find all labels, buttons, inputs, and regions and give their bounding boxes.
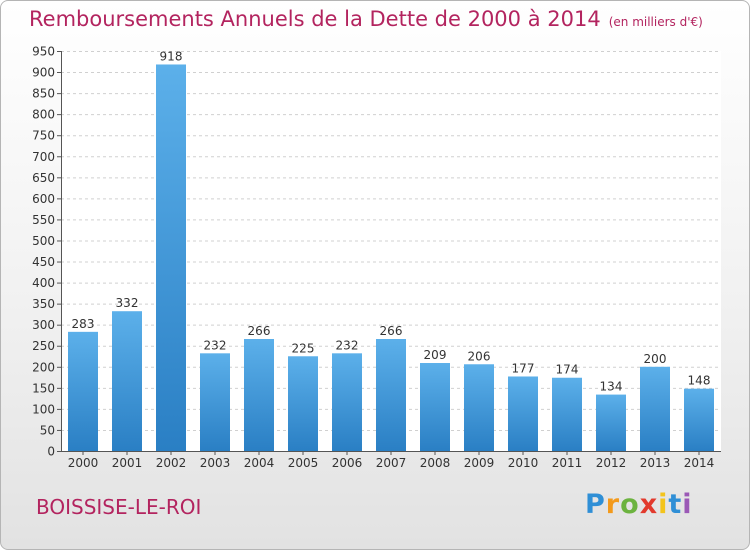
bar-2008: [420, 363, 450, 451]
bar-2001: [112, 311, 142, 451]
y-tick-label: 900: [32, 66, 55, 80]
x-tick-label: 2010: [508, 456, 539, 470]
x-tick-label: 2011: [552, 456, 583, 470]
bar-2012: [596, 394, 626, 451]
y-tick-label: 550: [32, 213, 55, 227]
y-tick-label: 0: [47, 445, 55, 459]
bar-value-label: 209: [424, 348, 447, 362]
y-tick-label: 250: [32, 339, 55, 353]
bar-value-label: 918: [160, 49, 183, 63]
x-tick-label: 2002: [156, 456, 187, 470]
y-tick-label: 600: [32, 192, 55, 206]
y-tick-label: 700: [32, 150, 55, 164]
y-tick-label: 950: [32, 45, 55, 59]
bar-value-label: 225: [292, 341, 315, 355]
x-tick-label: 2008: [420, 456, 451, 470]
bar-2006: [332, 353, 362, 451]
bars: 283 332 918 232 266 225 232 266 209 206 177 174 134 2…: [68, 49, 714, 451]
bar-2011: [552, 377, 582, 451]
y-tick-label: 300: [32, 318, 55, 332]
bar-value-label: 232: [336, 338, 359, 352]
y-tick-label: 350: [32, 297, 55, 311]
bar-2000: [68, 331, 98, 451]
bar-2009: [464, 364, 494, 451]
y-axis: 0 50 100 150 200 250 300 350 400 450 500 550 600 650 7…: [32, 45, 62, 459]
x-tick-label: 2012: [596, 456, 627, 470]
x-axis: 2000 2001 2002 2003 2004 2005 2006 2007 2008 2009…: [61, 451, 721, 470]
y-tick-label: 150: [32, 381, 55, 395]
x-tick-label: 2006: [332, 456, 363, 470]
bar-2013: [640, 366, 670, 451]
bar-value-label: 177: [512, 361, 535, 375]
bar-2002: [156, 64, 186, 451]
bar-2005: [288, 356, 318, 451]
x-tick-label: 2004: [244, 456, 275, 470]
x-tick-label: 2013: [640, 456, 671, 470]
x-tick-label: 2014: [684, 456, 715, 470]
y-tick-label: 200: [32, 360, 55, 374]
chart-title-text: Remboursements Annuels de la Dette de 20…: [29, 7, 601, 31]
y-tick-label: 50: [40, 423, 55, 437]
y-tick-label: 500: [32, 234, 55, 248]
bar-2010: [508, 376, 538, 451]
proxiti-logo: Proxiti: [585, 489, 693, 520]
bar-value-label: 206: [468, 349, 491, 363]
x-tick-label: 2007: [376, 456, 407, 470]
bar-2007: [376, 339, 406, 451]
chart-unit: (en milliers d'€): [608, 15, 703, 29]
location-label: BOISSISE-LE-ROI: [36, 495, 202, 519]
y-tick-label: 400: [32, 276, 55, 290]
y-tick-label: 800: [32, 108, 55, 122]
x-tick-label: 2005: [288, 456, 319, 470]
bar-2004: [244, 339, 274, 451]
x-tick-label: 2009: [464, 456, 495, 470]
bar-2003: [200, 353, 230, 451]
bar-value-label: 174: [556, 363, 579, 377]
bar-value-label: 200: [644, 352, 667, 366]
y-tick-label: 850: [32, 87, 55, 101]
bar-value-label: 266: [248, 324, 271, 338]
y-tick-label: 650: [32, 171, 55, 185]
bar-value-label: 148: [688, 374, 711, 388]
y-tick-label: 100: [32, 402, 55, 416]
x-tick-label: 2000: [68, 456, 99, 470]
y-tick-label: 750: [32, 129, 55, 143]
bar-value-label: 332: [116, 296, 139, 310]
bar-value-label: 266: [380, 324, 403, 338]
x-tick-label: 2001: [112, 456, 143, 470]
bar-value-label: 283: [72, 317, 95, 331]
x-tick-label: 2003: [200, 456, 231, 470]
chart-title: Remboursements Annuels de la Dette de 20…: [29, 7, 703, 31]
bar-value-label: 134: [600, 380, 623, 394]
bar-value-label: 232: [204, 338, 227, 352]
bar-2014: [684, 388, 714, 451]
y-tick-label: 450: [32, 255, 55, 269]
